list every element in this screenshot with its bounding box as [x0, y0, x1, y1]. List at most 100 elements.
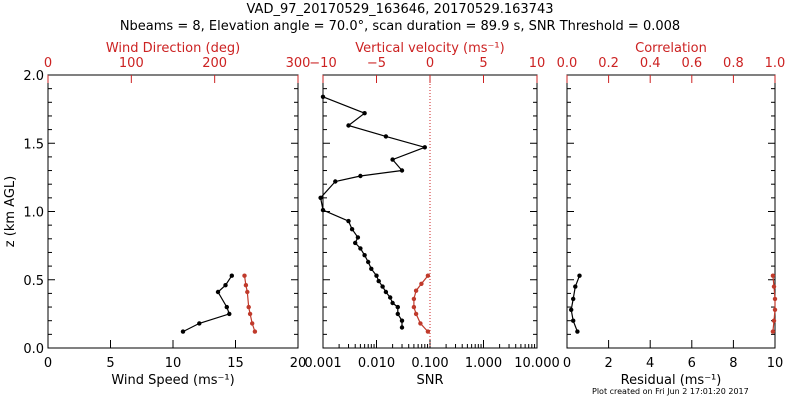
data-point	[571, 296, 576, 302]
data-point	[353, 240, 358, 246]
data-point	[390, 157, 395, 162]
x-axis-label: Residual (ms⁻¹)	[621, 373, 722, 388]
data-point	[245, 289, 250, 295]
x-tick-label: 0.001	[304, 356, 341, 371]
x-tick-label: 0.010	[358, 356, 395, 371]
y-tick-label: 0.5	[23, 274, 44, 289]
top-tick-label: 0.6	[681, 56, 702, 71]
data-point	[346, 218, 351, 224]
top-tick-label: 0.0	[557, 56, 578, 71]
data-point	[318, 195, 323, 200]
top-tick-label: 1.0	[765, 56, 786, 71]
plot-frame-1	[47, 74, 299, 349]
x-tick-label: 10.000	[514, 356, 560, 371]
data-point	[349, 227, 355, 232]
data-point	[418, 321, 423, 326]
data-point	[770, 273, 776, 278]
data-point	[197, 321, 202, 326]
data-point	[772, 307, 778, 312]
data-point	[399, 325, 405, 330]
top-tick-label: 300	[286, 56, 311, 71]
data-point	[772, 296, 778, 302]
data-point	[390, 300, 395, 306]
data-point	[320, 94, 326, 100]
data-point	[399, 168, 405, 173]
x-tick-label: 10	[767, 356, 784, 371]
x-tick-label: 0	[44, 356, 52, 371]
data-point	[422, 145, 427, 150]
data-point	[383, 134, 389, 139]
data-point	[358, 173, 363, 179]
y-tick-label: 1.0	[23, 206, 44, 221]
series-line-1	[319, 96, 427, 328]
plot-frame-2	[322, 74, 538, 349]
data-point	[411, 304, 417, 310]
data-point	[771, 284, 777, 289]
data-point	[411, 296, 417, 302]
x-tick-label: 0.100	[411, 356, 448, 371]
data-point	[577, 273, 582, 278]
plot-frame-3	[566, 74, 776, 349]
series-line-1	[570, 275, 581, 332]
data-point	[242, 273, 247, 278]
data-point	[346, 123, 351, 128]
data-point	[395, 311, 400, 317]
x-tick-label: 15	[227, 356, 244, 371]
data-point	[250, 321, 255, 326]
x-tick-label: 10	[165, 356, 182, 371]
chart-title: VAD_97_20170529_163646, 20170529.163743	[246, 2, 554, 17]
top-tick-label: 10	[529, 56, 546, 71]
top-tick-label: 0.4	[640, 56, 661, 71]
top-axis-label: Vertical velocity (ms⁻¹)	[355, 41, 504, 56]
top-tick-label: 100	[119, 56, 144, 71]
top-tick-label: −10	[309, 56, 336, 71]
top-tick-label: −5	[367, 56, 386, 71]
data-point	[399, 318, 405, 323]
data-point	[229, 273, 234, 278]
x-tick-label: 0	[563, 356, 571, 371]
data-point	[224, 304, 229, 310]
data-point	[320, 207, 326, 213]
x-tick-label: 5	[106, 356, 114, 371]
top-axis-label: Wind Direction (deg)	[106, 41, 240, 56]
y-tick-label: 2.0	[23, 69, 44, 84]
y-axis-label: z (km AGL)	[3, 176, 18, 247]
data-point	[413, 288, 419, 293]
data-point	[247, 311, 253, 317]
data-point	[380, 284, 385, 289]
data-point	[215, 289, 221, 295]
x-tick-label: 4	[646, 356, 654, 371]
top-tick-label: 0.8	[723, 56, 744, 71]
data-point	[374, 273, 379, 278]
data-point	[358, 246, 363, 251]
data-point	[770, 329, 776, 334]
data-point	[395, 304, 400, 310]
x-tick-label: 8	[729, 356, 737, 371]
data-point	[369, 266, 374, 271]
top-tick-label: 0	[426, 56, 434, 71]
data-point	[771, 318, 777, 323]
top-tick-label: 200	[202, 56, 227, 71]
x-tick-label: 6	[688, 356, 696, 371]
data-point	[575, 329, 580, 334]
data-point	[366, 259, 371, 265]
data-point	[243, 283, 249, 288]
data-point	[227, 311, 232, 317]
data-point	[355, 235, 361, 240]
top-tick-label: 0	[44, 56, 52, 71]
data-point	[419, 281, 424, 286]
top-axis-label: Correlation	[635, 41, 707, 56]
x-tick-label: 20	[290, 356, 307, 371]
data-point	[223, 283, 228, 288]
data-point	[376, 278, 381, 284]
data-point	[425, 273, 431, 278]
data-point	[362, 111, 367, 116]
data-point	[571, 318, 576, 323]
data-point	[252, 329, 258, 334]
data-point	[573, 284, 578, 289]
data-point	[425, 329, 431, 334]
data-point	[246, 304, 251, 310]
x-axis-label: Wind Speed (ms⁻¹)	[111, 373, 234, 388]
data-point	[180, 329, 186, 334]
data-point	[569, 307, 574, 312]
